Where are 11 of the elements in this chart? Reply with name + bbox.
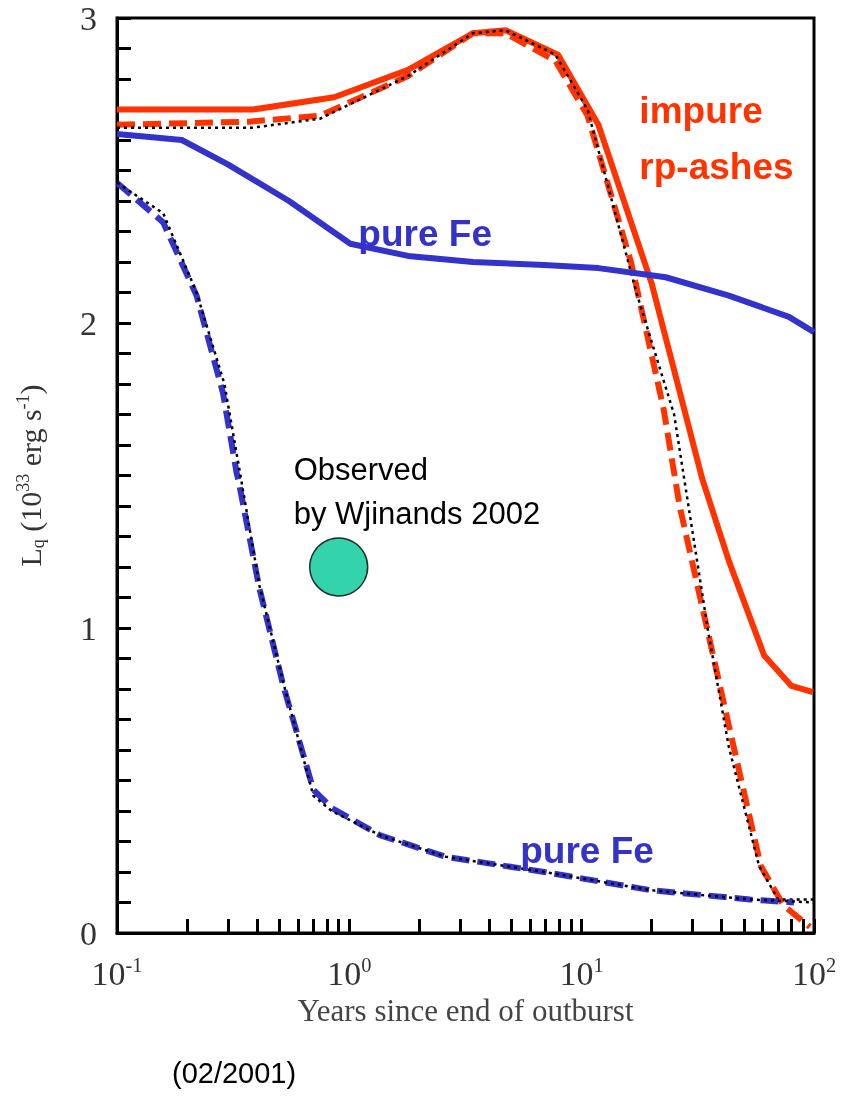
y-tick-label: 0: [80, 914, 97, 952]
y-tick-label: 3: [80, 0, 97, 37]
x-axis-title: Years since end of outburst: [297, 993, 634, 1029]
series-label: pure Fe: [520, 829, 654, 871]
series-label: pure Fe: [358, 213, 492, 255]
annotation: Observed by Wjinands 2002: [293, 451, 541, 531]
y-axis-title: Lq (1033 erg s-1): [13, 384, 48, 567]
y-tick-label: 1: [80, 609, 97, 647]
text: (02/2001): [172, 1056, 297, 1089]
y-tick-label: 2: [80, 304, 97, 342]
series-label: impure rp-ashes: [639, 90, 794, 188]
